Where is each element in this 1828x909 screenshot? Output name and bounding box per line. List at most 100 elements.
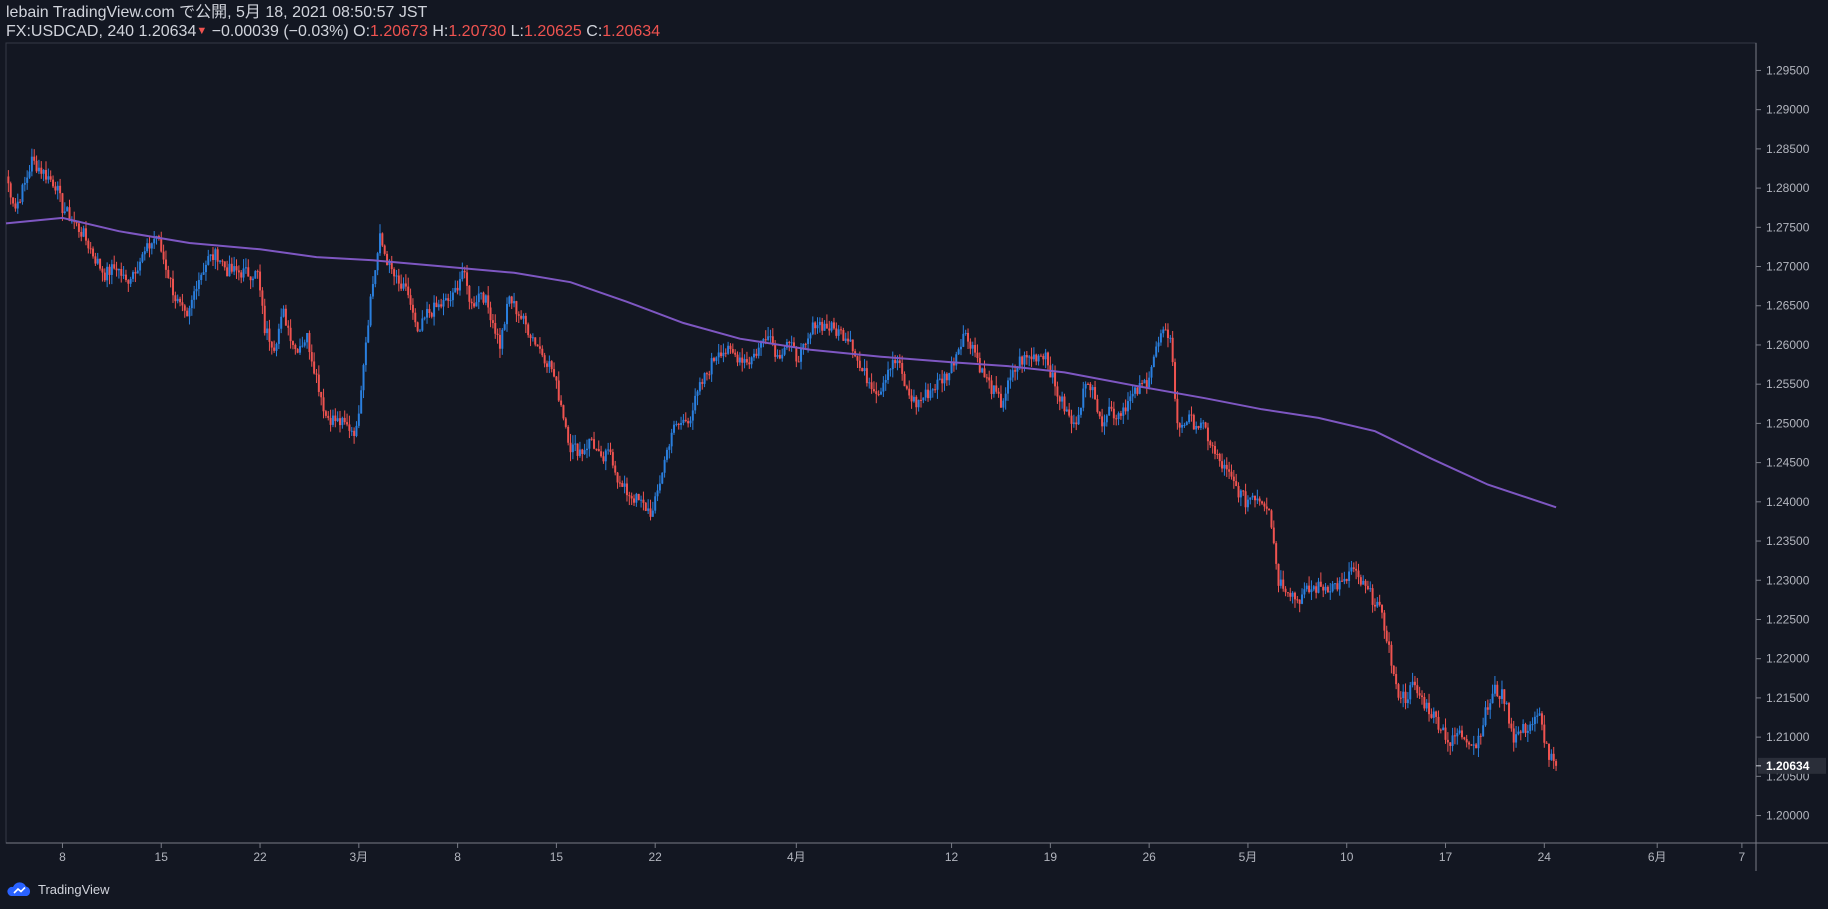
candle-body: [680, 423, 683, 425]
candle-body: [1293, 592, 1296, 600]
candle-body: [303, 342, 306, 346]
candle-body: [1420, 695, 1423, 697]
x-tick-label: 7: [1739, 850, 1746, 864]
candle-body: [164, 259, 167, 270]
candle-body: [1044, 352, 1047, 360]
candle-body: [496, 333, 499, 335]
candle-body: [402, 283, 405, 289]
candle-body: [282, 308, 285, 317]
candle-body: [1268, 508, 1271, 511]
candle-body: [1308, 585, 1311, 593]
candle-body: [494, 322, 497, 334]
candle-body: [139, 261, 142, 271]
candle-body: [1324, 586, 1327, 591]
candle-body: [1004, 393, 1007, 401]
candle-body: [1437, 716, 1440, 730]
candle-body: [640, 499, 643, 501]
candle-body: [1030, 356, 1033, 360]
candle-body: [1545, 742, 1548, 744]
candle-body: [1371, 588, 1374, 605]
y-tick-label: 1.25000: [1766, 416, 1810, 430]
candle-body: [362, 365, 365, 391]
candle-body: [1423, 696, 1426, 709]
symbol-label[interactable]: FX:USDCAD, 240: [6, 23, 135, 40]
candle-body: [722, 352, 725, 357]
candle-body: [774, 343, 777, 357]
candle-body: [1183, 424, 1186, 426]
candle-body: [223, 261, 226, 268]
candle-body: [701, 382, 704, 384]
candle-body: [84, 228, 87, 241]
candle-body: [734, 352, 737, 355]
y-tick-label: 1.22500: [1766, 612, 1810, 626]
candle-body: [536, 344, 539, 347]
candle-body: [1444, 727, 1447, 740]
candle-body: [894, 360, 897, 364]
candle-body: [1526, 730, 1529, 733]
candle-body: [694, 395, 697, 411]
candle-body: [1343, 578, 1346, 582]
candle-body: [1432, 711, 1435, 718]
candle-body: [475, 302, 478, 307]
candle-body: [506, 303, 509, 325]
candle-body: [346, 422, 349, 425]
candle-body: [1531, 724, 1534, 726]
candle-body: [538, 346, 541, 349]
candle-body: [1479, 735, 1482, 737]
candle-body: [785, 341, 788, 348]
candle-body: [849, 339, 852, 342]
candle-body: [1341, 580, 1344, 582]
candle-body: [1159, 333, 1162, 343]
x-tick-label: 22: [649, 850, 663, 864]
y-tick-label: 1.26000: [1766, 338, 1810, 352]
candle-body: [331, 415, 334, 425]
candle-body: [317, 374, 320, 392]
candle-body: [564, 418, 567, 427]
candle-body: [945, 373, 948, 381]
x-tick-label: 26: [1142, 850, 1156, 864]
candle-body: [750, 357, 753, 365]
candle-body: [1181, 424, 1184, 428]
candle-body: [952, 362, 955, 366]
candle-body: [1482, 725, 1485, 737]
candle-body: [1155, 346, 1158, 357]
candle-body: [400, 283, 403, 289]
candle-body: [1456, 732, 1459, 737]
candle-body: [266, 328, 269, 334]
candle-body: [44, 169, 47, 180]
candle-body: [670, 432, 673, 447]
candle-body: [480, 292, 483, 294]
candle-body: [350, 430, 353, 432]
candle-body: [1468, 742, 1471, 745]
candle-body: [1486, 707, 1489, 710]
candle-body: [675, 423, 678, 425]
candle-body: [611, 452, 614, 466]
footer-brand[interactable]: TradingView: [6, 881, 110, 897]
candle-body: [795, 347, 798, 362]
candle-body: [687, 421, 690, 424]
candle-body: [1409, 685, 1412, 700]
candle-body: [397, 275, 400, 284]
candle-body: [1058, 396, 1061, 402]
candle-body: [1256, 498, 1259, 501]
candle-body: [172, 278, 175, 296]
y-tick-label: 1.27000: [1766, 260, 1810, 274]
candle-body: [1079, 407, 1082, 415]
candle-body: [87, 240, 90, 249]
y-tick-label: 1.29500: [1766, 63, 1810, 77]
candle-body: [1108, 406, 1111, 416]
candle-body: [602, 456, 605, 462]
candle-body: [261, 290, 264, 306]
candle-body: [1065, 409, 1068, 412]
candle-body: [280, 316, 283, 329]
candle-body: [501, 329, 504, 349]
candle-body: [21, 184, 24, 202]
candle-body: [1077, 414, 1080, 425]
y-tick-label: 1.29000: [1766, 103, 1810, 117]
x-tick-label: 10: [1340, 850, 1354, 864]
candle-body: [1498, 696, 1501, 699]
candle-body: [1484, 707, 1487, 726]
candle-body: [1493, 684, 1496, 694]
candle-body: [1253, 495, 1256, 501]
